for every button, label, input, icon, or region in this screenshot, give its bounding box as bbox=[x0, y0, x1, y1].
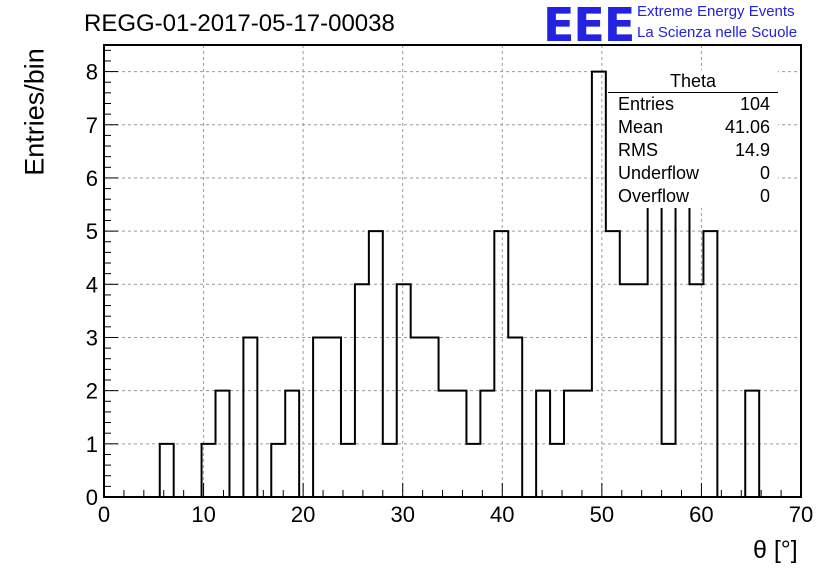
axis-ticks bbox=[103, 49, 802, 498]
stat-value: 0 bbox=[759, 186, 770, 206]
stat-row-entries: Entries 104 bbox=[608, 93, 778, 116]
x-axis-label: θ [°] bbox=[753, 536, 798, 564]
y-tick-label: 2 bbox=[86, 379, 98, 404]
x-tick-label: 50 bbox=[590, 502, 614, 527]
stat-value: 14.9 bbox=[734, 140, 770, 160]
y-tick-label: 7 bbox=[86, 113, 98, 138]
x-tick-label: 70 bbox=[789, 502, 813, 527]
stats-title: Theta bbox=[608, 70, 778, 93]
stat-label: RMS bbox=[618, 140, 658, 160]
plot-frame bbox=[103, 44, 802, 498]
y-tick-label: 1 bbox=[86, 432, 98, 457]
y-tick-label: 3 bbox=[86, 325, 98, 350]
x-tick-label: 20 bbox=[291, 502, 315, 527]
x-tick-label: 0 bbox=[98, 502, 110, 527]
eee-logo: EEE bbox=[543, 0, 635, 52]
stat-row-overflow: Overflow 0 bbox=[608, 185, 778, 208]
y-tick-label: 5 bbox=[86, 219, 98, 244]
logo-line-2: La Scienza nelle Scuole bbox=[637, 24, 798, 41]
x-tick-label: 60 bbox=[689, 502, 713, 527]
stat-value: 0 bbox=[759, 163, 770, 183]
y-tick-label: 0 bbox=[86, 485, 98, 510]
y-tick-label: 4 bbox=[86, 272, 98, 297]
y-axis-label: Entries/bin bbox=[19, 48, 50, 176]
y-tick-label: 6 bbox=[86, 166, 98, 191]
stat-row-rms: RMS 14.9 bbox=[608, 139, 778, 162]
chart-title: REGG-01-2017-05-17-00038 bbox=[84, 10, 395, 37]
x-tick-label: 30 bbox=[390, 502, 414, 527]
stat-row-mean: Mean 41.06 bbox=[608, 116, 778, 139]
y-tick-label: 8 bbox=[86, 60, 98, 85]
stat-value: 104 bbox=[739, 94, 770, 114]
stat-row-underflow: Underflow 0 bbox=[608, 162, 778, 185]
stat-label: Mean bbox=[618, 117, 664, 137]
stat-label: Entries bbox=[618, 94, 675, 114]
logo-line-1: Extreme Energy Events bbox=[637, 3, 795, 20]
stat-label: Underflow bbox=[618, 163, 700, 183]
x-tick-label: 40 bbox=[490, 502, 514, 527]
stats-box: Theta Entries 104 Mean 41.06 RMS 14.9 Un… bbox=[608, 70, 778, 208]
stat-value: 41.06 bbox=[724, 117, 770, 137]
stat-label: Overflow bbox=[618, 186, 690, 206]
tick-labels: 0 10 20 30 40 50 60 70 0 1 2 3 4 5 6 7 8 bbox=[86, 60, 813, 527]
x-tick-label: 10 bbox=[191, 502, 215, 527]
